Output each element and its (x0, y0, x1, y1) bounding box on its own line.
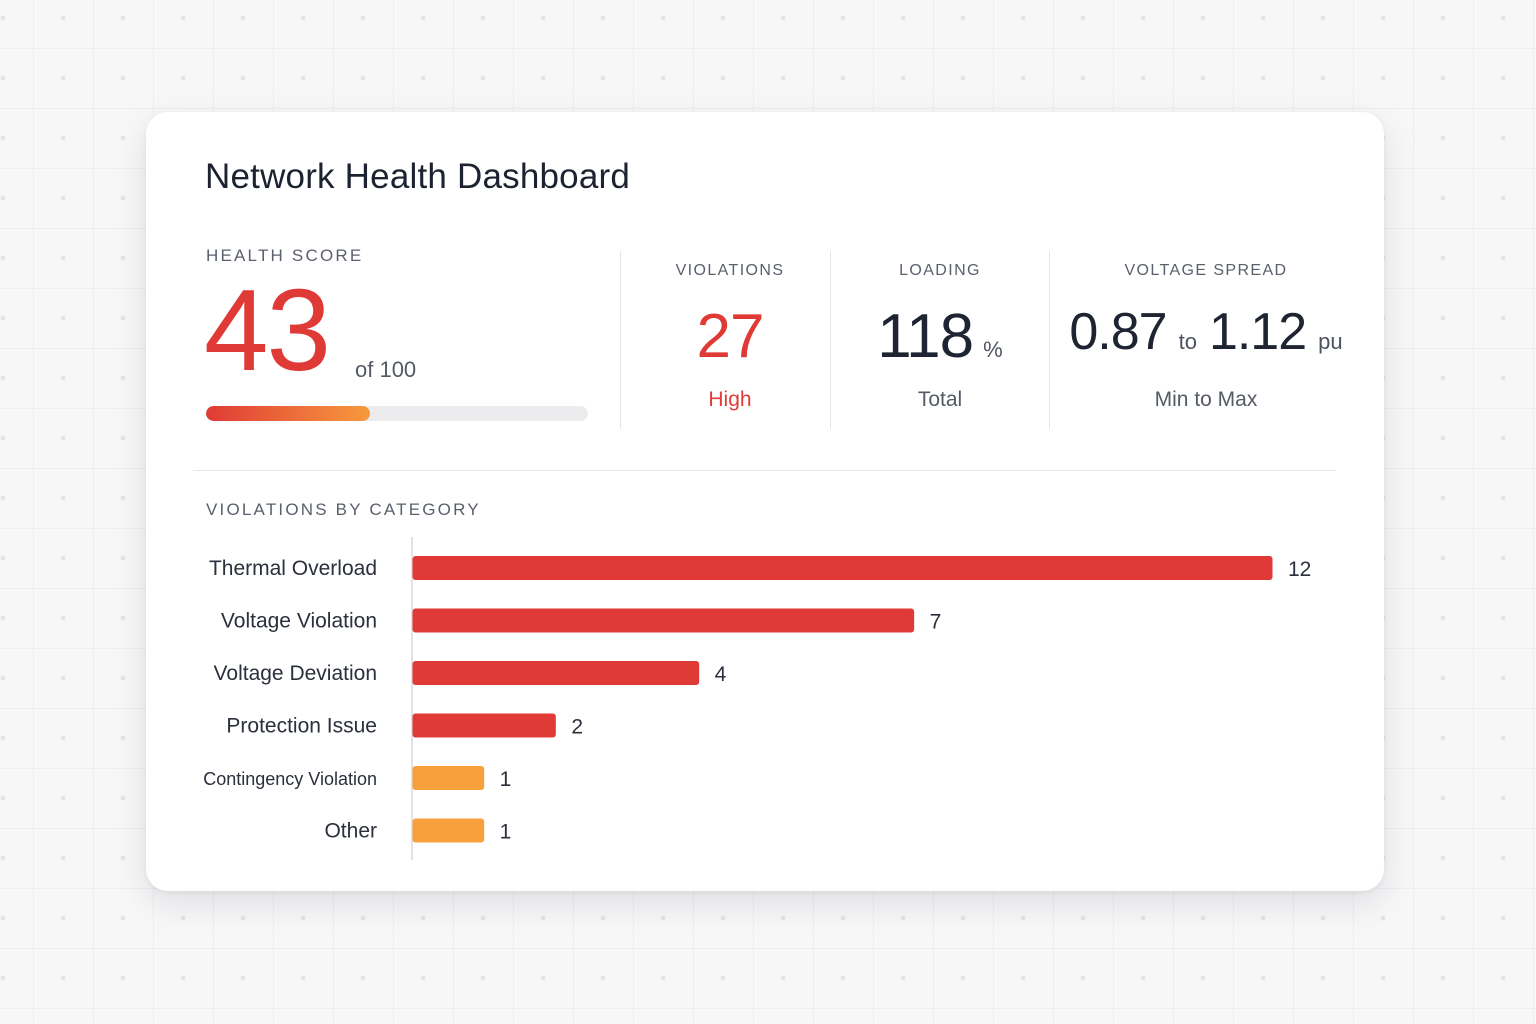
bar (412, 818, 485, 843)
kpi-violations-label: VIOLATIONS (675, 262, 785, 279)
kpi-loading-value: 118 (877, 302, 974, 371)
kpi-loading-label: LOADING (899, 262, 981, 279)
kpi-loading-unit: % (983, 337, 1003, 362)
bar-value-label: 12 (1288, 558, 1311, 581)
section-divider (193, 470, 1336, 471)
bar (412, 713, 556, 738)
kpi-violations: VIOLATIONS 27 High (632, 262, 828, 412)
kpi-violations-severity: High (708, 388, 752, 411)
bar-value-label: 1 (500, 821, 512, 844)
page-title: Network Health Dashboard (205, 157, 631, 196)
category-label: Other (324, 820, 377, 843)
bar (412, 661, 700, 685)
health-score-max: of 100 (355, 357, 417, 382)
kpi-voltage-caption: Min to Max (1154, 388, 1258, 411)
kpi-voltage-max: 1.12 (1208, 303, 1307, 361)
kpi-voltage-min: 0.87 (1069, 303, 1167, 361)
health-score-bar (206, 406, 588, 421)
kpi-voltage-label: VOLTAGE SPREAD (1124, 262, 1288, 279)
bar (412, 766, 485, 790)
category-label: Protection Issue (226, 715, 377, 738)
kpi-loading: LOADING 118 % Total (840, 262, 1040, 412)
bar (412, 608, 915, 633)
category-label: Contingency Violation (203, 769, 377, 789)
kpi-divider (620, 251, 621, 429)
bar-value-label: 7 (930, 611, 942, 634)
kpi-voltage-unit: pu (1318, 329, 1343, 354)
bar-value-label: 2 (571, 716, 583, 739)
kpi-loading-caption: Total (917, 388, 963, 411)
kpi-voltage-spread: VOLTAGE SPREAD 0.87 to 1.12 pu Min to Ma… (1060, 262, 1352, 412)
chart-title: VIOLATIONS BY CATEGORY (206, 500, 481, 519)
category-label: Thermal Overload (209, 557, 377, 580)
bar-value-label: 4 (715, 663, 727, 686)
kpi-violations-value: 27 (696, 302, 765, 371)
bar-value-label: 1 (500, 768, 512, 791)
kpi-divider (830, 251, 831, 429)
dashboard-card: Network Health Dashboard HEALTH SCORE 43… (146, 112, 1384, 891)
kpi-voltage-separator: to (1178, 329, 1197, 354)
health-score-label: HEALTH SCORE (206, 246, 364, 265)
kpi-divider (1049, 251, 1050, 429)
bar (412, 556, 1273, 580)
health-score-value: 43 (204, 265, 331, 395)
category-label: Voltage Deviation (214, 662, 377, 685)
health-score-bar-fill (206, 406, 371, 421)
category-label: Voltage Violation (221, 610, 377, 633)
